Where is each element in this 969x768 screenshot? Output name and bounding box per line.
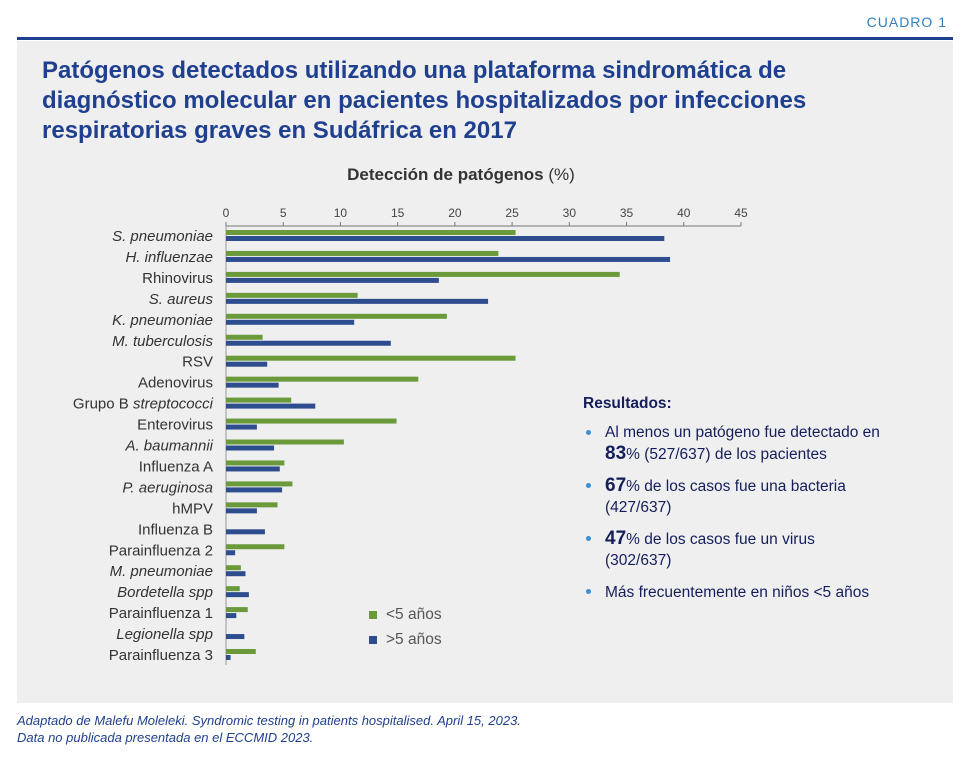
legend-swatch-over5 bbox=[369, 636, 377, 644]
category-label: Grupo B streptococci bbox=[73, 396, 214, 413]
category-label: Bordetella spp bbox=[117, 584, 213, 601]
figure-tag: CUADRO 1 bbox=[866, 14, 947, 30]
bar-over5 bbox=[226, 571, 246, 577]
source-footnote: Adaptado de Malefu Moleleki. Syndromic t… bbox=[17, 712, 521, 746]
results-box: Resultados: Al menos un patógeno fue det… bbox=[583, 393, 883, 613]
bar-under5 bbox=[226, 355, 516, 361]
legend-label-under5: <5 años bbox=[386, 606, 442, 623]
bar-under5 bbox=[226, 502, 278, 508]
x-tick-label: 20 bbox=[448, 206, 462, 220]
bar-over5 bbox=[226, 236, 665, 241]
category-label: M. tuberculosis bbox=[112, 333, 213, 350]
x-tick-label: 25 bbox=[505, 206, 519, 220]
bar-over5 bbox=[226, 424, 257, 430]
category-label: Enterovirus bbox=[137, 417, 213, 434]
x-tick-label: 15 bbox=[391, 206, 405, 220]
category-label: hMPV bbox=[172, 500, 213, 517]
bar-under5 bbox=[226, 481, 293, 487]
results-list: Al menos un patógeno fue detectado en 83… bbox=[583, 422, 883, 603]
bar-under5 bbox=[226, 397, 292, 403]
bar-under5 bbox=[226, 460, 285, 466]
bar-over5 bbox=[226, 529, 265, 535]
chart-title-unit: (%) bbox=[548, 165, 575, 184]
chart-legend: <5 años >5 años bbox=[369, 605, 442, 655]
category-label: Influenza B bbox=[138, 521, 213, 538]
bar-under5 bbox=[226, 439, 344, 445]
bar-over5 bbox=[226, 592, 249, 598]
bar-over5 bbox=[226, 319, 355, 325]
bar-over5 bbox=[226, 508, 257, 514]
bar-under5 bbox=[226, 418, 397, 424]
bar-over5 bbox=[226, 361, 268, 367]
chart-title: Detección de patógenos (%) bbox=[228, 165, 694, 185]
bar-over5 bbox=[226, 655, 231, 660]
bar-over5 bbox=[226, 298, 489, 304]
category-label: K. pneumoniae bbox=[112, 312, 213, 329]
bar-over5 bbox=[226, 613, 237, 619]
legend-item-over5: >5 años bbox=[369, 630, 442, 650]
bar-under5 bbox=[226, 544, 285, 550]
category-label: RSV bbox=[182, 354, 213, 371]
bar-over5 bbox=[226, 466, 280, 472]
bar-under5 bbox=[226, 649, 256, 654]
x-tick-label: 45 bbox=[734, 206, 748, 220]
category-label: Legionella spp bbox=[116, 626, 213, 643]
category-label: Adenovirus bbox=[138, 375, 213, 392]
category-label: Rhinovirus bbox=[142, 270, 213, 287]
bar-under5 bbox=[226, 250, 499, 256]
figure-title: Patógenos detectados utilizando una plat… bbox=[42, 57, 807, 144]
bar-under5 bbox=[226, 586, 240, 592]
chart-title-text: Detección de patógenos bbox=[347, 165, 544, 184]
bar-over5 bbox=[226, 256, 671, 262]
bar-over5 bbox=[226, 340, 391, 346]
results-item: Más frecuentemente en niños <5 años bbox=[583, 581, 883, 603]
category-label: Parainfluenza 1 bbox=[109, 605, 213, 622]
bar-under5 bbox=[226, 292, 358, 298]
legend-swatch-under5 bbox=[369, 611, 377, 619]
category-label: Parainfluenza 2 bbox=[109, 542, 213, 559]
bar-over5 bbox=[226, 277, 439, 283]
header-rule bbox=[17, 37, 953, 40]
category-label: Parainfluenza 3 bbox=[109, 647, 213, 664]
bar-over5 bbox=[226, 634, 245, 640]
bar-over5 bbox=[226, 550, 236, 556]
bar-over5 bbox=[226, 382, 279, 388]
results-heading: Resultados: bbox=[583, 395, 672, 412]
footnote-line-1: Adaptado de Malefu Moleleki. Syndromic t… bbox=[17, 713, 521, 728]
x-tick-label: 30 bbox=[563, 206, 577, 220]
bar-under5 bbox=[226, 230, 516, 235]
category-label: H. influenzae bbox=[125, 249, 213, 266]
category-label: P. aeruginosa bbox=[122, 479, 213, 496]
results-item: Al menos un patógeno fue detectado en 83… bbox=[583, 422, 883, 465]
x-tick-label: 5 bbox=[280, 206, 287, 220]
legend-item-under5: <5 años bbox=[369, 605, 442, 625]
category-label: S. aureus bbox=[149, 291, 214, 308]
x-tick-label: 40 bbox=[677, 206, 691, 220]
category-label: Influenza A bbox=[139, 458, 213, 475]
results-item: 47% de los casos fue un virus (302/637) bbox=[583, 528, 883, 571]
legend-label-over5: >5 años bbox=[386, 631, 442, 648]
figure-panel bbox=[17, 41, 953, 703]
bar-over5 bbox=[226, 403, 316, 409]
category-label: A. baumannii bbox=[124, 438, 213, 455]
bar-under5 bbox=[226, 271, 620, 277]
bar-under5 bbox=[226, 607, 248, 613]
bar-under5 bbox=[226, 334, 263, 340]
footnote-line-2: Data no publicada presentada en el ECCMI… bbox=[17, 730, 314, 745]
bar-over5 bbox=[226, 487, 283, 493]
x-tick-label: 35 bbox=[620, 206, 634, 220]
results-item: 67% de los casos fue una bacteria (427/6… bbox=[583, 475, 883, 518]
bar-under5 bbox=[226, 565, 241, 571]
x-tick-label: 0 bbox=[223, 206, 230, 220]
category-label: S. pneumoniae bbox=[112, 228, 213, 245]
bar-over5 bbox=[226, 445, 275, 451]
category-label: M. pneumoniae bbox=[110, 563, 213, 580]
x-tick-label: 10 bbox=[334, 206, 348, 220]
bar-under5 bbox=[226, 376, 419, 382]
bar-under5 bbox=[226, 313, 447, 319]
